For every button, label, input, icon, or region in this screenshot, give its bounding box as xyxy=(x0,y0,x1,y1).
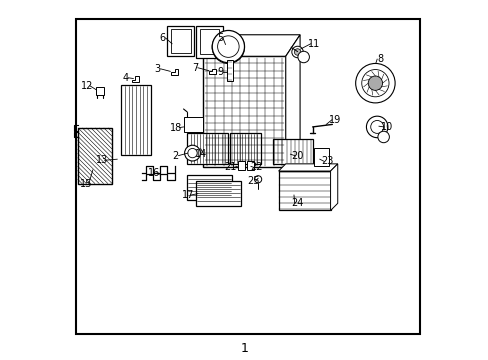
Circle shape xyxy=(212,31,244,63)
Bar xyxy=(278,171,330,211)
Text: 2: 2 xyxy=(172,150,179,161)
Bar xyxy=(238,161,244,170)
Text: 4: 4 xyxy=(122,73,128,83)
Text: 25: 25 xyxy=(246,176,259,186)
Bar xyxy=(78,128,112,184)
Polygon shape xyxy=(131,76,139,82)
Circle shape xyxy=(361,69,388,97)
Bar xyxy=(183,117,203,132)
Text: 14: 14 xyxy=(194,149,206,159)
Circle shape xyxy=(366,116,387,138)
Text: 6: 6 xyxy=(160,33,165,43)
Bar xyxy=(171,30,190,53)
Text: 13: 13 xyxy=(96,155,108,165)
Circle shape xyxy=(367,76,382,90)
Polygon shape xyxy=(203,35,300,56)
Circle shape xyxy=(184,145,200,161)
Bar xyxy=(187,175,231,200)
Bar xyxy=(273,139,312,164)
Polygon shape xyxy=(278,164,337,171)
Bar xyxy=(199,30,219,54)
Text: 21: 21 xyxy=(224,162,237,172)
Circle shape xyxy=(224,43,232,51)
Polygon shape xyxy=(285,35,300,167)
Text: 11: 11 xyxy=(307,39,319,49)
Bar xyxy=(247,161,253,170)
Bar xyxy=(187,134,228,164)
Circle shape xyxy=(377,131,388,143)
Circle shape xyxy=(294,49,300,55)
Circle shape xyxy=(291,46,303,58)
Bar xyxy=(196,181,241,206)
Circle shape xyxy=(217,36,239,57)
Text: 12: 12 xyxy=(81,81,93,91)
Text: 23: 23 xyxy=(320,156,332,166)
Circle shape xyxy=(355,63,394,103)
Text: 20: 20 xyxy=(291,150,303,161)
Polygon shape xyxy=(208,69,215,74)
Text: 9: 9 xyxy=(217,67,223,77)
Bar xyxy=(314,148,328,166)
Bar xyxy=(230,134,260,164)
Text: 8: 8 xyxy=(376,54,382,64)
Bar xyxy=(96,87,104,95)
Circle shape xyxy=(370,121,383,134)
Text: 16: 16 xyxy=(148,168,160,178)
Circle shape xyxy=(297,51,309,63)
Text: 5: 5 xyxy=(217,33,223,43)
Circle shape xyxy=(212,31,244,63)
Bar xyxy=(196,26,223,58)
Text: 15: 15 xyxy=(80,179,92,189)
Text: 3: 3 xyxy=(154,64,161,74)
Text: 18: 18 xyxy=(170,123,182,132)
Text: 1: 1 xyxy=(240,342,248,355)
Text: 10: 10 xyxy=(380,122,392,132)
Text: 24: 24 xyxy=(291,198,303,208)
Polygon shape xyxy=(330,164,337,211)
Text: 19: 19 xyxy=(328,115,340,125)
Bar xyxy=(121,85,151,155)
Circle shape xyxy=(217,37,239,58)
Bar xyxy=(167,26,194,56)
Bar xyxy=(203,56,285,167)
Text: 22: 22 xyxy=(250,162,263,172)
Circle shape xyxy=(254,176,261,183)
Text: 7: 7 xyxy=(191,63,198,73)
Text: 17: 17 xyxy=(181,190,194,200)
Bar xyxy=(226,60,233,81)
Circle shape xyxy=(187,148,197,158)
Polygon shape xyxy=(171,69,178,75)
Bar xyxy=(76,19,419,334)
